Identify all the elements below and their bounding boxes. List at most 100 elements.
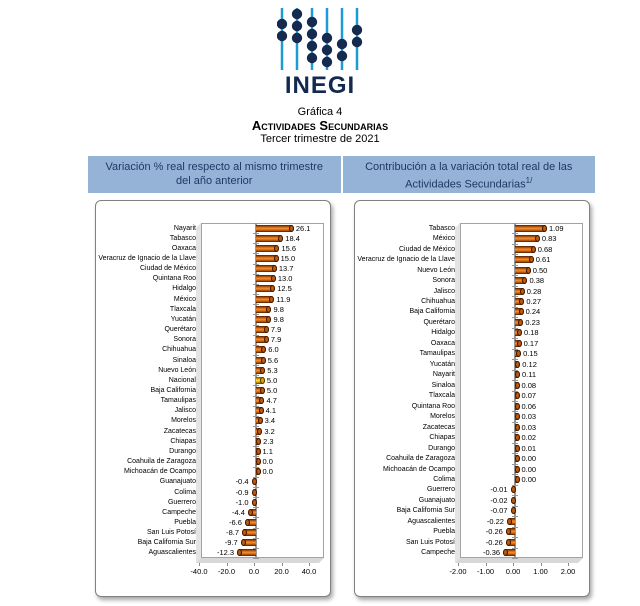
bar-end-cap: [237, 549, 243, 557]
bar-state: [515, 277, 528, 285]
page-subtitle: Tercer trimestre de 2021: [260, 133, 380, 145]
bar-end-cap: [518, 318, 524, 326]
category-label: Aguascalientes: [407, 517, 455, 525]
header-footnote-marker: 1/: [525, 176, 533, 185]
category-axis-tick: [512, 495, 518, 496]
value-label: 0.07: [521, 391, 537, 401]
bar-state: [515, 371, 521, 379]
bar-end-cap: [270, 275, 276, 283]
x-axis-tick: [540, 563, 542, 566]
category-axis-tick: [512, 443, 518, 444]
bar-end-cap: [514, 475, 520, 483]
bar-state: [505, 538, 515, 546]
bar-state: [256, 437, 262, 445]
bar-state: [514, 402, 520, 410]
category-axis-tick: [253, 264, 259, 265]
value-label: 0.38: [529, 276, 545, 286]
category-axis-tick: [512, 506, 518, 507]
bar-state: [256, 336, 269, 344]
category-axis-tick: [253, 538, 259, 539]
zero-axis-line: [514, 223, 516, 558]
right-chart-header-line1: Contribución a la variación total real d…: [365, 161, 573, 173]
category-axis-tick: [512, 296, 518, 297]
bar-state: [256, 427, 263, 435]
category-label: Querétaro: [423, 318, 455, 326]
bar-end-cap: [257, 427, 263, 435]
variation-chart: Nayarit 26.1 Tabasco 18.4 Oaxaca 15.6 Veracruz…: [95, 200, 331, 597]
category-axis-tick: [512, 516, 518, 517]
bar-end-cap: [266, 305, 272, 313]
bar-end-cap: [260, 366, 266, 374]
category-label: Zacatecas: [163, 427, 196, 435]
bar-state: [515, 308, 524, 316]
category-label: Nuevo León: [417, 266, 455, 274]
bar-end-cap: [251, 488, 257, 496]
value-label: 13.0: [277, 274, 293, 284]
category-label: Quintana Roo: [152, 275, 196, 283]
bar-state: [256, 315, 272, 323]
chart-number: Gráfica 4: [297, 106, 343, 118]
value-label: 0.50: [532, 265, 548, 275]
value-label: 4.7: [266, 396, 277, 406]
bar-end-cap: [255, 458, 261, 466]
bar-end-cap: [510, 507, 516, 515]
bar-end-cap: [242, 529, 248, 537]
bar-state: [256, 346, 267, 354]
value-label: 15.6: [281, 243, 297, 253]
value-label: 0.18: [523, 328, 539, 338]
bar-end-cap: [514, 465, 520, 473]
bar-state: [256, 265, 277, 273]
value-label: -0.9: [235, 487, 249, 497]
bar-end-cap: [266, 315, 272, 323]
bar-state: [244, 518, 256, 526]
left-chart-header: Variación % real respecto al mismo trime…: [88, 156, 341, 193]
x-axis-tick: [226, 563, 228, 566]
bar-end-cap: [525, 266, 531, 274]
bar-end-cap: [506, 517, 512, 525]
bar-state: [510, 496, 516, 504]
category-label: Hidalgo: [172, 285, 196, 293]
bar-end-cap: [259, 376, 265, 384]
category-label: Hidalgo: [431, 329, 455, 337]
value-label: 0.28: [526, 286, 542, 296]
category-label: Baja California: [409, 308, 455, 316]
bar-end-cap: [271, 265, 277, 273]
category-label: Baja California: [150, 387, 196, 394]
value-label: 5.6: [267, 355, 279, 365]
bar-state: [256, 244, 280, 252]
category-axis-tick: [512, 244, 518, 245]
right-chart-header-line2: Actividades Secundarias: [405, 178, 526, 191]
bar-state: [515, 298, 525, 306]
category-label: Tlaxcala: [428, 392, 455, 400]
value-label: 0.06: [521, 401, 537, 411]
bar-end-cap: [247, 508, 253, 516]
category-label: Durango: [169, 447, 196, 455]
inegi-logo-text: INEGI: [284, 72, 356, 99]
value-label: 3.4: [264, 416, 276, 426]
category-label: Sonora: [432, 277, 455, 285]
bar-end-cap: [259, 387, 265, 394]
value-label: 12.5: [277, 284, 292, 294]
category-label: Morelos: [171, 417, 196, 425]
category-label: Querétaro: [164, 326, 196, 334]
value-label: -0.07: [490, 506, 508, 516]
category-label: Oaxaca: [430, 339, 455, 347]
category-axis-tick: [512, 548, 518, 549]
category-axis-tick: [253, 436, 259, 437]
bar-state: [256, 356, 266, 364]
value-label: -4.4: [232, 507, 245, 517]
value-label: -0.01: [490, 485, 508, 495]
x-axis-tick: [199, 563, 200, 566]
category-axis-tick: [512, 422, 518, 423]
bar-end-cap: [260, 356, 266, 364]
category-axis-tick: [512, 380, 518, 381]
value-label: 0.23: [525, 317, 540, 327]
category-label: Sinaloa: [172, 356, 196, 364]
category-axis-tick: [253, 325, 259, 326]
bar-state: [255, 458, 261, 466]
left-chart-header-line2: del año anterior: [176, 175, 253, 187]
category-label: Jalisco: [174, 407, 196, 415]
value-label: 0.24: [525, 307, 541, 317]
bar-end-cap: [251, 498, 257, 506]
bar-end-cap: [514, 413, 520, 421]
